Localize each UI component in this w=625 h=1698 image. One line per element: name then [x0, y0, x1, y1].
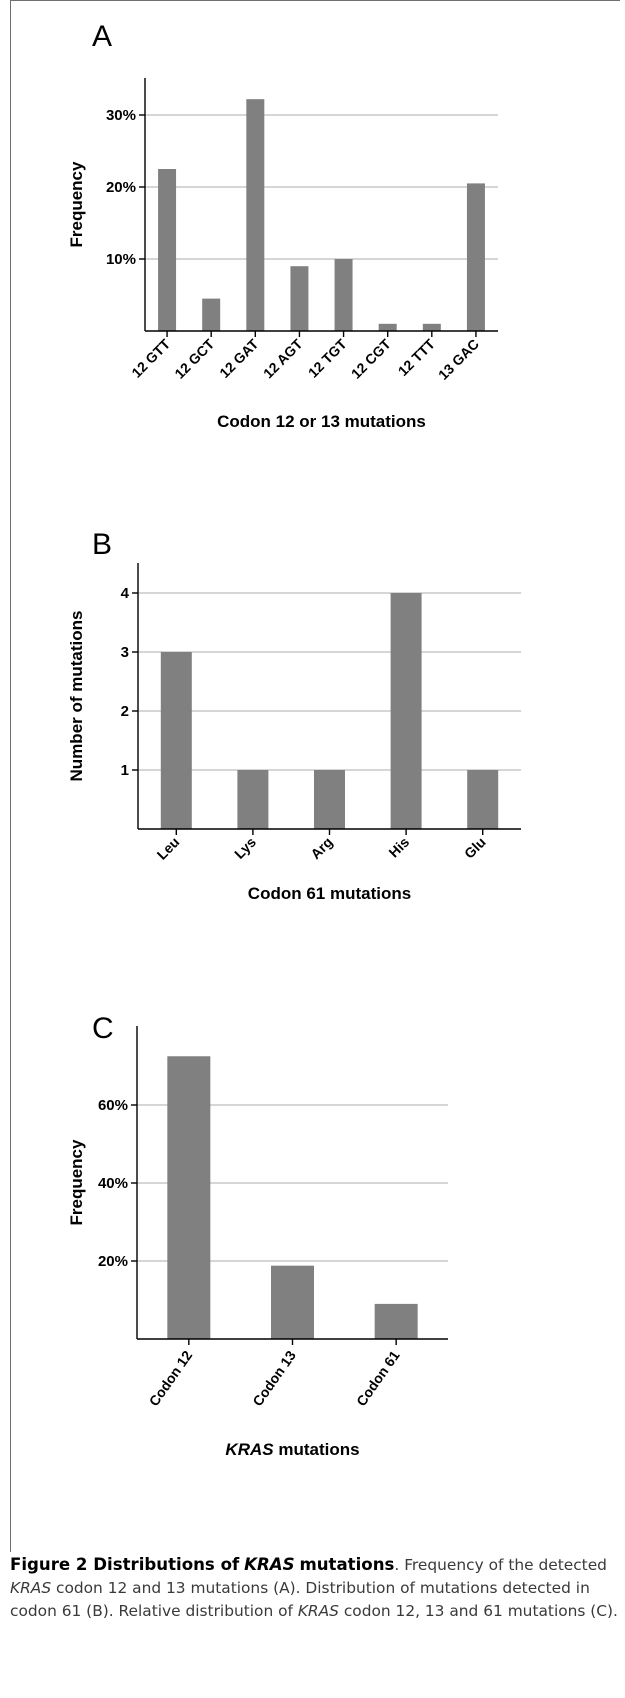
y-tick-label: 2: [121, 703, 129, 720]
bar-leu: [160, 652, 192, 829]
y-tick-label: 60%: [98, 1097, 128, 1114]
bar-13-gac: [466, 183, 485, 331]
bar-arg: [314, 770, 345, 829]
panel-label-b: B: [92, 528, 113, 561]
x-tick-label: Codon 12: [146, 1347, 196, 1409]
y-tick-label: 40%: [98, 1175, 128, 1192]
frame-left-border: [10, 0, 11, 1552]
y-tick-label: 20%: [106, 179, 136, 196]
y-tick-label: 10%: [106, 251, 136, 268]
bar-codon-13: [271, 1265, 314, 1339]
bar-12-cgt: [378, 323, 397, 331]
y-tick-label: 20%: [98, 1253, 128, 1270]
bar-12-gtt: [158, 169, 177, 331]
x-tick-label: Codon 13: [249, 1347, 299, 1409]
bar-12-gct: [202, 298, 221, 331]
bar-12-agt: [290, 266, 309, 331]
bar-12-gat: [246, 99, 265, 331]
caption-text-1: . Frequency of the detected: [394, 1556, 607, 1574]
caption-gene-2: KRAS: [297, 1602, 339, 1620]
caption-figure-label: Figure 2 Distributions of: [10, 1555, 240, 1574]
x-axis-title-rest: mutations: [278, 1440, 359, 1459]
x-axis-title: Codon 61 mutations: [248, 884, 411, 903]
bar-lys: [237, 770, 269, 829]
x-axis-title-gene: KRAS: [225, 1440, 278, 1459]
frame-top-border: [10, 0, 620, 1]
bar-codon-61: [374, 1303, 418, 1339]
panel-label-c: C: [92, 1012, 114, 1045]
bar-glu: [467, 770, 499, 829]
y-axis-title: Frequency: [67, 1139, 86, 1226]
caption-text-3: codon 12, 13 and 61 mutations (C).: [338, 1602, 618, 1620]
figure-caption: Figure 2 Distributions of KRAS mutations…: [10, 1553, 618, 1623]
y-tick-label: 1: [121, 762, 129, 779]
bar-his: [390, 593, 422, 829]
caption-figure-gene: KRAS: [244, 1555, 295, 1574]
x-axis-title: Codon 12 or 13 mutations: [217, 412, 426, 431]
caption-gene-1: KRAS: [10, 1579, 52, 1597]
x-tick-label: Codon 61: [353, 1347, 403, 1409]
caption-figure-label-end: mutations: [299, 1555, 395, 1574]
x-axis-title: KRAS mutations: [225, 1440, 359, 1459]
panel-label-a: A: [92, 20, 113, 53]
y-tick-label: 3: [121, 644, 129, 661]
y-axis-title: Frequency: [67, 161, 86, 248]
y-tick-label: 30%: [106, 107, 136, 124]
bar-12-tgt: [334, 259, 353, 331]
bar-codon-12: [167, 1056, 211, 1339]
caption-text-2: codon 12 and 13 mutations (A). Distribut…: [10, 1579, 590, 1620]
bar-12-ttt: [422, 323, 441, 331]
y-axis-title: Number of mutations: [67, 611, 86, 782]
y-tick-label: 4: [121, 585, 130, 602]
